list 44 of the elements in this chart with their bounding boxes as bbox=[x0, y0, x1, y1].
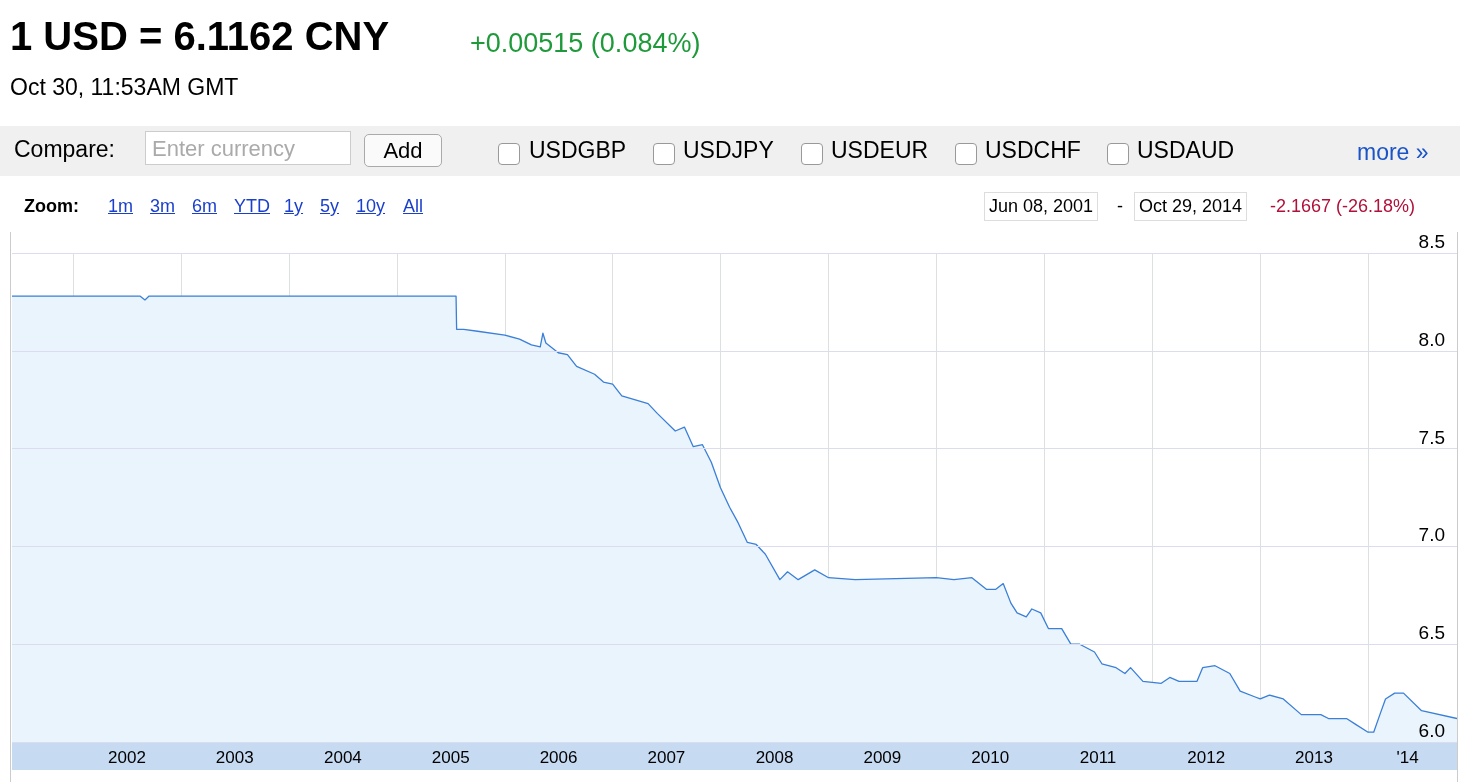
text: All bbox=[403, 196, 424, 217]
text: 3m bbox=[150, 196, 176, 217]
text: Compare: bbox=[14, 136, 115, 163]
x-tick-label: 2004 bbox=[323, 748, 362, 767]
x-tick-label: 2011 bbox=[1079, 748, 1117, 767]
text: Jun 08, 2001 bbox=[984, 192, 1099, 221]
y-tick-label: 8.5 bbox=[1418, 231, 1445, 252]
chart-title: 1 USD = 6.1162 CNY bbox=[10, 14, 390, 59]
chart-subtitle: Oct 30, 11:53AM GMT bbox=[10, 74, 239, 101]
x-tick-label: 2005 bbox=[431, 748, 470, 767]
y-tick-label: 8.0 bbox=[1418, 328, 1445, 350]
text: 1m bbox=[108, 196, 134, 217]
y-tick-label: 7.5 bbox=[1418, 426, 1445, 448]
y-tick-label: 6.0 bbox=[1418, 720, 1445, 741]
x-tick-label: 2002 bbox=[108, 748, 146, 767]
x-tick-label: 2008 bbox=[755, 748, 794, 767]
text: 10y bbox=[356, 196, 386, 217]
x-tick-label: 2012 bbox=[1187, 748, 1226, 767]
text: USDJPY bbox=[683, 137, 774, 164]
text: more » bbox=[1357, 139, 1429, 166]
y-tick-label: 6.5 bbox=[1418, 622, 1445, 644]
x-tick-label: 2006 bbox=[539, 748, 578, 767]
text: 5y bbox=[320, 196, 340, 217]
text: Enter currency bbox=[145, 131, 351, 165]
text: USDEUR bbox=[831, 137, 929, 164]
text: 6m bbox=[192, 196, 218, 217]
text: Add bbox=[364, 134, 442, 167]
text: - bbox=[1117, 196, 1123, 217]
x-tick-label: 2013 bbox=[1295, 748, 1333, 767]
x-tick-label: 2007 bbox=[647, 748, 686, 767]
text: USDCHF bbox=[985, 137, 1081, 164]
y-tick-label: 7.0 bbox=[1418, 524, 1445, 546]
text: +0.00515 (0.084%) bbox=[470, 28, 701, 59]
text: -2.1667 (-26.18%) bbox=[1270, 196, 1416, 217]
x-tick-label: 2010 bbox=[971, 748, 1010, 767]
x-tick-label: '14 bbox=[1396, 748, 1419, 767]
x-tick-label: 2009 bbox=[863, 748, 902, 767]
text: YTD bbox=[234, 196, 270, 217]
text: USDAUD bbox=[1137, 137, 1235, 164]
text: USDGBP bbox=[529, 137, 627, 164]
text: 1y bbox=[284, 196, 304, 217]
text: Oct 29, 2014 bbox=[1134, 192, 1248, 221]
x-tick-label: 2003 bbox=[215, 748, 254, 767]
text: Zoom: bbox=[24, 196, 79, 217]
